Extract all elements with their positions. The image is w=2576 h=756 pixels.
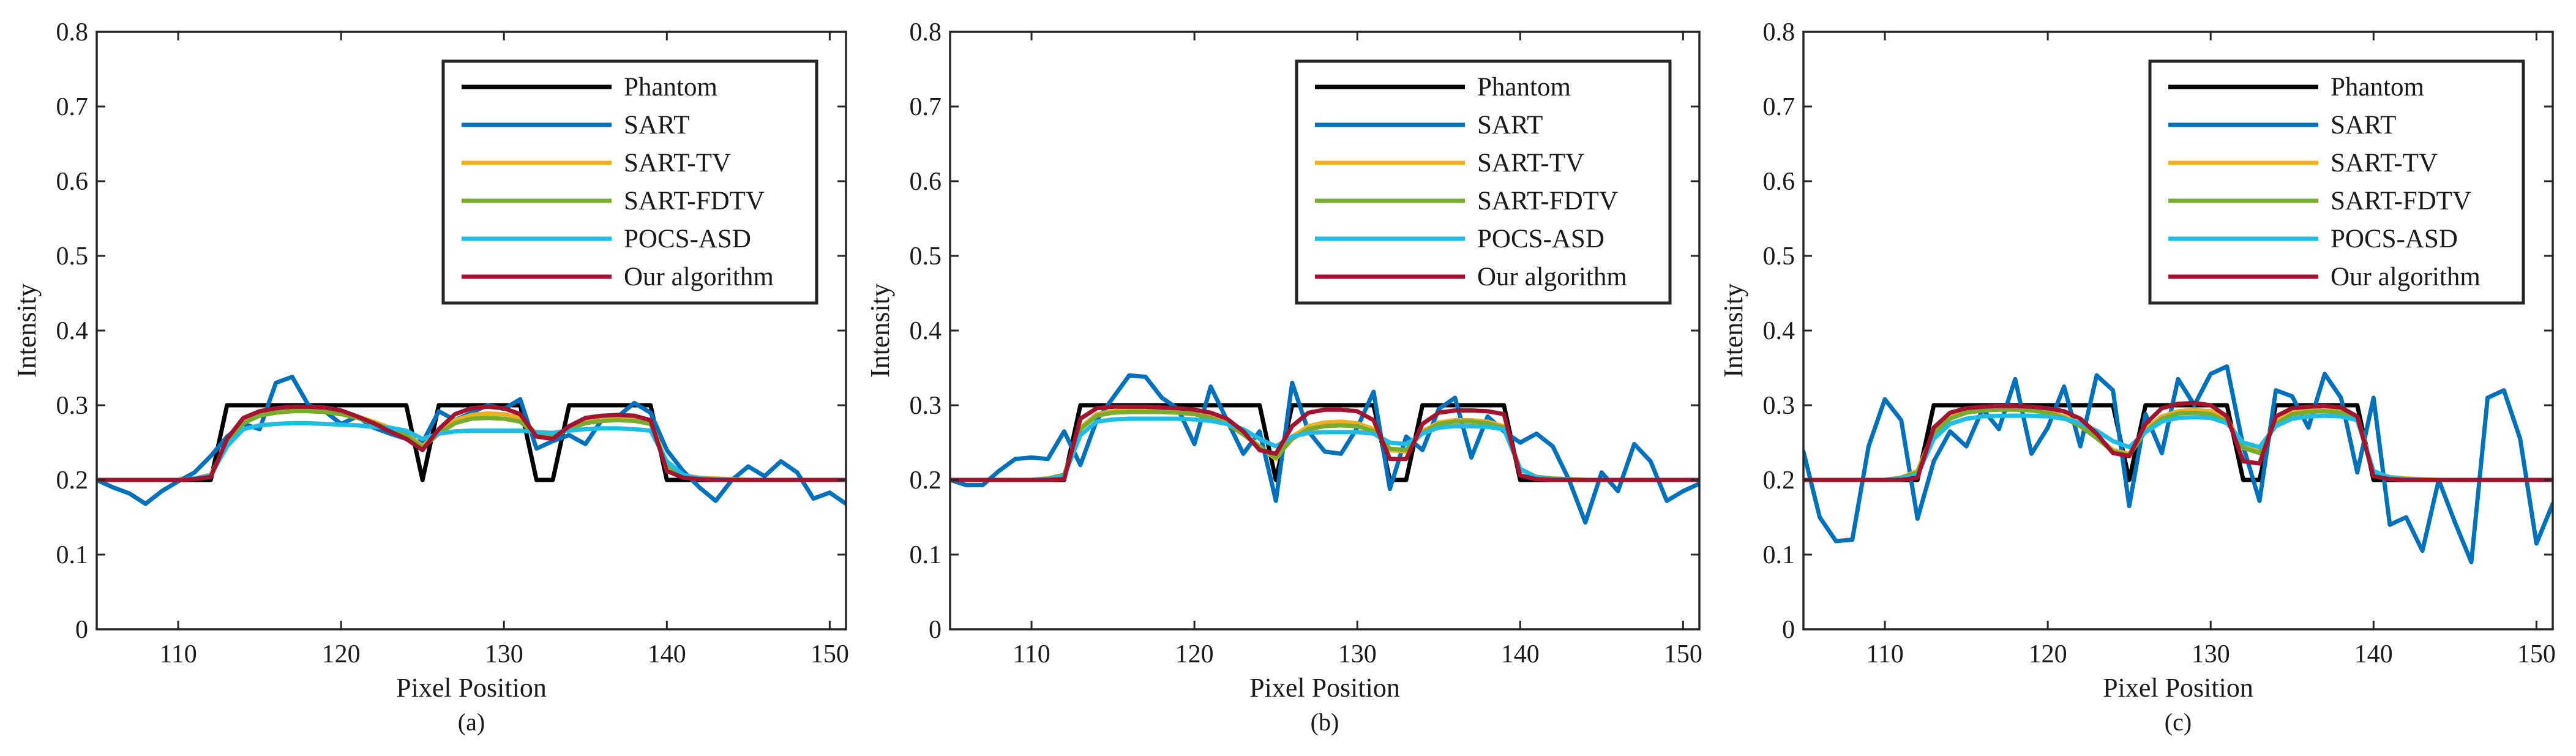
series-line-sart bbox=[97, 375, 846, 506]
x-axis-label: Pixel Position bbox=[396, 673, 547, 703]
series-group bbox=[97, 375, 846, 506]
series-group bbox=[950, 373, 1699, 525]
y-tick-label: 0.7 bbox=[1763, 93, 1795, 121]
x-tick-label: 120 bbox=[322, 640, 361, 668]
legend-entry: Phantom bbox=[1477, 73, 1571, 102]
legend-entry: SART-TV bbox=[624, 149, 731, 178]
y-tick-label: 0.6 bbox=[1763, 168, 1795, 196]
y-axis-label: Intensity bbox=[12, 283, 42, 378]
y-tick-label: 0 bbox=[75, 616, 88, 644]
legend-box bbox=[2148, 59, 2525, 305]
legend-entry: SART bbox=[1477, 111, 1543, 140]
x-tick-label: 140 bbox=[2354, 640, 2393, 668]
y-tick-label: 0.4 bbox=[910, 317, 942, 345]
legend-entry: SART bbox=[624, 111, 689, 140]
x-axis-label: Pixel Position bbox=[1249, 673, 1400, 703]
legend-entry: Our algorithm bbox=[624, 263, 774, 291]
y-tick-label: 0.3 bbox=[56, 392, 89, 420]
legend-entry: SART bbox=[2331, 111, 2396, 140]
chart-panel-3: 0 0.1 0.2 0.3 0.4 0.5 0.6 0.7 0.8 110 120 130 140 150… bbox=[1718, 18, 2556, 736]
x-tick-label: 140 bbox=[1501, 640, 1540, 668]
legend-entry: SART-FDTV bbox=[2331, 187, 2471, 215]
legend: Phantom SART SART-TV SART-FDTV POCS-ASD Our a… bbox=[2148, 59, 2525, 305]
y-tick-label: 0.1 bbox=[1763, 541, 1795, 569]
legend-entry: Phantom bbox=[2331, 73, 2424, 102]
x-tick-label: 120 bbox=[2029, 640, 2067, 668]
panel-label: (b) bbox=[1311, 708, 1339, 736]
x-tick-label: 140 bbox=[648, 640, 686, 668]
y-tick-label: 0.5 bbox=[1763, 242, 1795, 271]
legend-entry: POCS-ASD bbox=[624, 225, 751, 253]
y-tick-label: 0.7 bbox=[56, 93, 89, 121]
y-tick-label: 0.8 bbox=[910, 18, 942, 47]
y-tick-label: 0.3 bbox=[1763, 392, 1795, 420]
y-tick-label: 0.2 bbox=[1763, 466, 1795, 495]
legend-box bbox=[1295, 59, 1672, 305]
legend-entry: Phantom bbox=[624, 73, 717, 102]
y-tick-label: 0 bbox=[1782, 616, 1795, 644]
legend-entry: SART-TV bbox=[2331, 149, 2438, 178]
y-tick-label: 0.3 bbox=[910, 392, 942, 420]
y-tick-label: 0 bbox=[929, 616, 942, 644]
x-tick-label: 130 bbox=[2192, 640, 2230, 668]
legend-entry: POCS-ASD bbox=[1477, 225, 1604, 253]
y-tick-label: 0.4 bbox=[1763, 317, 1795, 345]
legend-entry: POCS-ASD bbox=[2331, 225, 2458, 253]
series-line-sart bbox=[1803, 364, 2553, 564]
x-tick-label: 130 bbox=[485, 640, 523, 668]
series-line-our-algorithm bbox=[97, 404, 846, 482]
x-tick-label: 150 bbox=[811, 640, 849, 668]
legend-entry: SART-FDTV bbox=[624, 187, 765, 215]
y-tick-label: 0.1 bbox=[910, 541, 942, 569]
legend-entry: SART-FDTV bbox=[1477, 187, 1618, 215]
y-tick-label: 0.7 bbox=[910, 93, 942, 121]
y-tick-label: 0.2 bbox=[56, 466, 89, 495]
legend: Phantom SART SART-TV SART-FDTV POCS-ASD Our a… bbox=[1295, 59, 1672, 305]
x-tick-label: 110 bbox=[1013, 640, 1050, 668]
x-tick-label: 120 bbox=[1175, 640, 1214, 668]
x-axis-label: Pixel Position bbox=[2103, 673, 2253, 703]
y-tick-label: 0.4 bbox=[56, 317, 89, 345]
series-line-our-algorithm bbox=[1803, 400, 2553, 482]
panel-label: (a) bbox=[458, 708, 485, 736]
y-tick-label: 0.5 bbox=[56, 242, 89, 271]
y-tick-label: 0.2 bbox=[910, 466, 942, 495]
y-tick-label: 0.8 bbox=[1763, 18, 1795, 47]
y-tick-label: 0.8 bbox=[56, 18, 89, 47]
legend-entry: Our algorithm bbox=[2331, 263, 2481, 291]
y-tick-label: 0.6 bbox=[910, 168, 942, 196]
x-tick-label: 150 bbox=[1664, 640, 1702, 668]
series-line-our-algorithm bbox=[950, 404, 1699, 482]
y-tick-label: 0.1 bbox=[56, 541, 89, 569]
legend-entry: Our algorithm bbox=[1477, 263, 1627, 291]
panel-label: (c) bbox=[2165, 708, 2192, 736]
y-axis-label: Intensity bbox=[1718, 283, 1748, 378]
x-tick-label: 110 bbox=[1866, 640, 1903, 668]
series-group bbox=[1803, 364, 2553, 564]
x-tick-label: 150 bbox=[2517, 640, 2556, 668]
legend: Phantom SART SART-TV SART-FDTV POCS-ASD Our a… bbox=[441, 59, 818, 305]
y-axis-label: Intensity bbox=[865, 283, 895, 378]
y-tick-label: 0.5 bbox=[910, 242, 942, 271]
chart-panel-1: 0 0.1 0.2 0.3 0.4 0.5 0.6 0.7 0.8 110 120 130 140 150… bbox=[12, 18, 849, 736]
chart-panel-2: 0 0.1 0.2 0.3 0.4 0.5 0.6 0.7 0.8 110 120 130 140 150… bbox=[865, 18, 1702, 736]
y-tick-label: 0.6 bbox=[56, 168, 89, 196]
legend-box bbox=[441, 59, 818, 305]
x-tick-label: 130 bbox=[1338, 640, 1377, 668]
legend-entry: SART-TV bbox=[1477, 149, 1584, 178]
x-tick-label: 110 bbox=[159, 640, 197, 668]
